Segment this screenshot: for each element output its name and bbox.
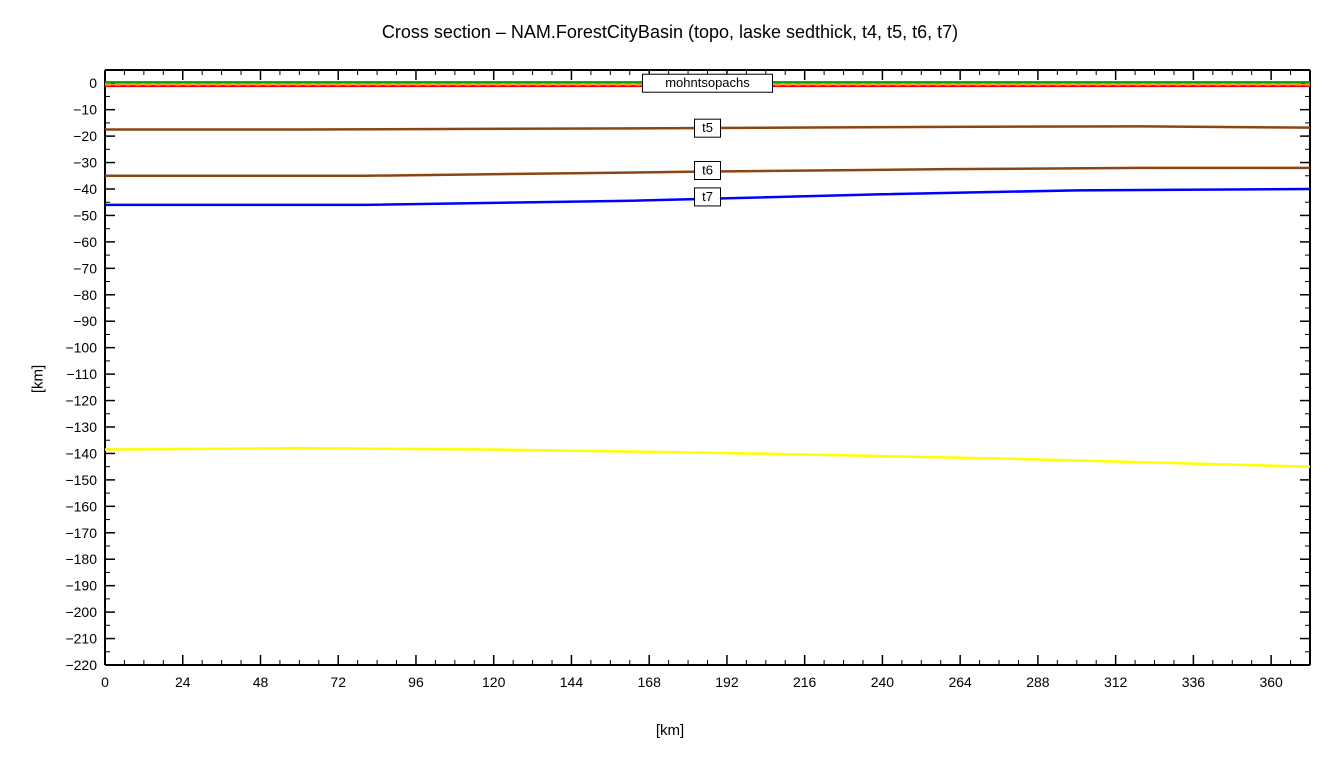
y-tick-label: −80: [73, 287, 97, 303]
annotation-label: t7: [702, 189, 713, 204]
x-tick-label: 48: [253, 674, 269, 690]
y-tick-label: −140: [65, 445, 97, 461]
x-tick-label: 144: [560, 674, 584, 690]
x-tick-label: 240: [871, 674, 895, 690]
x-tick-label: 288: [1026, 674, 1050, 690]
y-tick-label: −30: [73, 155, 97, 171]
x-tick-label: 24: [175, 674, 191, 690]
x-tick-label: 264: [948, 674, 972, 690]
y-tick-label: −210: [65, 631, 97, 647]
y-tick-label: −200: [65, 604, 97, 620]
x-tick-label: 312: [1104, 674, 1128, 690]
annotation-label: t5: [702, 120, 713, 135]
y-tick-label: −100: [65, 340, 97, 356]
x-tick-label: 120: [482, 674, 506, 690]
y-tick-label: −220: [65, 657, 97, 673]
x-tick-label: 168: [638, 674, 662, 690]
y-tick-label: −190: [65, 578, 97, 594]
x-tick-label: 96: [408, 674, 424, 690]
y-tick-label: −90: [73, 313, 97, 329]
y-tick-label: −120: [65, 393, 97, 409]
x-tick-label: 360: [1259, 674, 1283, 690]
x-tick-label: 192: [715, 674, 739, 690]
x-tick-label: 216: [793, 674, 817, 690]
annotation-label: mohntsopachs: [665, 75, 750, 90]
x-tick-label: 72: [330, 674, 346, 690]
y-tick-label: −40: [73, 181, 97, 197]
series-yellow_deep: [105, 448, 1310, 467]
cross-section-chart: 0 24 48 72 96 120 144 168 192 216 240 264 288 312 336 3…: [0, 0, 1340, 757]
y-tick-label: 0: [89, 75, 97, 91]
y-tick-label: −160: [65, 498, 97, 514]
y-tick-label: −10: [73, 102, 97, 118]
y-tick-label: −180: [65, 551, 97, 567]
y-tick-label: −130: [65, 419, 97, 435]
x-tick-label: 336: [1182, 674, 1206, 690]
y-tick-label: −70: [73, 260, 97, 276]
y-tick-label: −170: [65, 525, 97, 541]
y-tick-label: −20: [73, 128, 97, 144]
annotation-label: t6: [702, 162, 713, 177]
y-tick-label: −50: [73, 207, 97, 223]
y-tick-label: −110: [67, 366, 98, 382]
y-tick-label: −60: [73, 234, 97, 250]
y-tick-label: −150: [65, 472, 97, 488]
x-tick-label: 0: [101, 674, 109, 690]
